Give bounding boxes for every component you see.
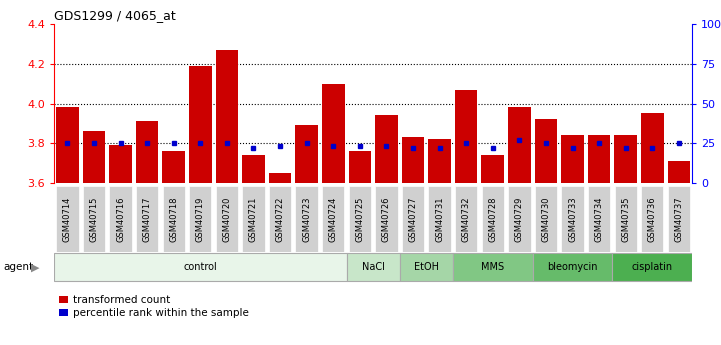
FancyBboxPatch shape — [322, 186, 345, 252]
Bar — [375, 115, 398, 183]
Bar — [322, 84, 345, 183]
Text: GSM40727: GSM40727 — [409, 196, 417, 242]
Text: NaCl: NaCl — [362, 262, 384, 272]
FancyBboxPatch shape — [453, 253, 533, 282]
Text: GSM40726: GSM40726 — [382, 196, 391, 242]
FancyBboxPatch shape — [189, 186, 211, 252]
FancyBboxPatch shape — [375, 186, 397, 252]
Bar — [189, 66, 211, 183]
FancyBboxPatch shape — [614, 186, 637, 252]
Bar — [269, 173, 291, 183]
Text: GSM40721: GSM40721 — [249, 196, 258, 242]
FancyBboxPatch shape — [110, 186, 132, 252]
Text: GDS1299 / 4065_at: GDS1299 / 4065_at — [54, 9, 176, 22]
Text: GSM40734: GSM40734 — [595, 196, 603, 242]
Bar — [162, 151, 185, 183]
FancyBboxPatch shape — [56, 186, 79, 252]
Text: GSM40736: GSM40736 — [647, 196, 657, 242]
FancyBboxPatch shape — [402, 186, 424, 252]
Text: GSM40714: GSM40714 — [63, 196, 72, 242]
FancyBboxPatch shape — [136, 186, 159, 252]
Bar — [402, 137, 424, 183]
Text: GSM40725: GSM40725 — [355, 196, 364, 242]
Bar — [614, 135, 637, 183]
FancyBboxPatch shape — [668, 186, 690, 252]
FancyBboxPatch shape — [83, 186, 105, 252]
FancyBboxPatch shape — [535, 186, 557, 252]
FancyBboxPatch shape — [508, 186, 531, 252]
Bar — [216, 50, 238, 183]
FancyBboxPatch shape — [428, 186, 451, 252]
Text: GSM40723: GSM40723 — [302, 196, 311, 242]
Text: cisplatin: cisplatin — [632, 262, 673, 272]
Text: GSM40732: GSM40732 — [461, 196, 471, 242]
FancyBboxPatch shape — [612, 253, 692, 282]
Text: MMS: MMS — [481, 262, 504, 272]
FancyBboxPatch shape — [533, 253, 612, 282]
Bar — [242, 155, 265, 183]
Text: GSM40720: GSM40720 — [222, 196, 231, 242]
Text: GSM40728: GSM40728 — [488, 196, 497, 242]
Text: control: control — [183, 262, 217, 272]
Text: GSM40722: GSM40722 — [275, 196, 285, 242]
Bar — [508, 107, 531, 183]
Text: GSM40718: GSM40718 — [169, 196, 178, 242]
FancyBboxPatch shape — [347, 253, 399, 282]
FancyBboxPatch shape — [242, 186, 265, 252]
Text: GSM40731: GSM40731 — [435, 196, 444, 242]
FancyBboxPatch shape — [54, 253, 347, 282]
FancyBboxPatch shape — [216, 186, 238, 252]
Bar — [482, 155, 504, 183]
FancyBboxPatch shape — [296, 186, 318, 252]
Bar — [136, 121, 159, 183]
Text: GSM40737: GSM40737 — [674, 196, 684, 242]
Bar — [348, 151, 371, 183]
Bar — [561, 135, 584, 183]
FancyBboxPatch shape — [588, 186, 610, 252]
FancyBboxPatch shape — [482, 186, 504, 252]
Bar — [668, 161, 690, 183]
Text: GSM40730: GSM40730 — [541, 196, 550, 242]
Text: GSM40716: GSM40716 — [116, 196, 125, 242]
Text: GSM40719: GSM40719 — [196, 196, 205, 242]
Bar — [455, 90, 477, 183]
Bar — [110, 145, 132, 183]
FancyBboxPatch shape — [399, 253, 453, 282]
Bar — [641, 114, 663, 183]
FancyBboxPatch shape — [562, 186, 584, 252]
Text: GSM40717: GSM40717 — [143, 196, 151, 242]
Text: GSM40715: GSM40715 — [89, 196, 99, 242]
Text: bleomycin: bleomycin — [547, 262, 598, 272]
Text: GSM40724: GSM40724 — [329, 196, 337, 242]
Bar — [83, 131, 105, 183]
Text: GSM40729: GSM40729 — [515, 196, 524, 242]
Legend: transformed count, percentile rank within the sample: transformed count, percentile rank withi… — [59, 295, 249, 318]
Text: GSM40735: GSM40735 — [622, 196, 630, 242]
Text: agent: agent — [4, 263, 34, 272]
FancyBboxPatch shape — [349, 186, 371, 252]
FancyBboxPatch shape — [641, 186, 663, 252]
FancyBboxPatch shape — [455, 186, 477, 252]
Text: GSM40733: GSM40733 — [568, 196, 577, 242]
Bar — [535, 119, 557, 183]
Text: ▶: ▶ — [31, 263, 40, 272]
Bar — [428, 139, 451, 183]
FancyBboxPatch shape — [162, 186, 185, 252]
Text: EtOH: EtOH — [414, 262, 439, 272]
Bar — [56, 107, 79, 183]
Bar — [588, 135, 611, 183]
Bar — [296, 125, 318, 183]
FancyBboxPatch shape — [269, 186, 291, 252]
